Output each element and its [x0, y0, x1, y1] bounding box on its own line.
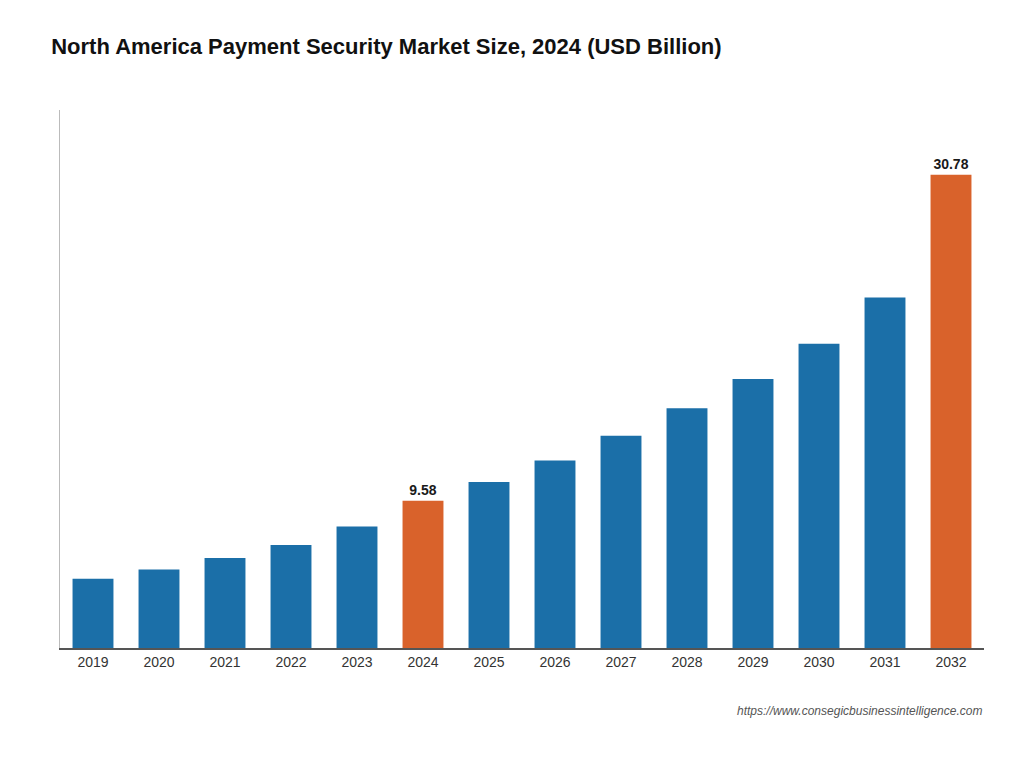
svg-text:2026: 2026 — [539, 654, 570, 670]
svg-text:2024: 2024 — [407, 654, 438, 670]
svg-text:2028: 2028 — [671, 654, 702, 670]
svg-text:https://www.consegicbusinessin: https://www.consegicbusinessintelligence… — [737, 704, 982, 718]
svg-text:2031: 2031 — [869, 654, 900, 670]
svg-text:30.78: 30.78 — [933, 156, 968, 172]
svg-text:2030: 2030 — [803, 654, 834, 670]
svg-text:2027: 2027 — [605, 654, 636, 670]
svg-text:9.58: 9.58 — [409, 482, 436, 498]
svg-text:2023: 2023 — [341, 654, 372, 670]
svg-text:2021: 2021 — [209, 654, 240, 670]
svg-text:2029: 2029 — [737, 654, 768, 670]
svg-text:2032: 2032 — [935, 654, 966, 670]
svg-text:North America Payment Security: North America Payment Security Market Si… — [51, 34, 721, 59]
svg-text:2019: 2019 — [77, 654, 108, 670]
svg-text:2022: 2022 — [275, 654, 306, 670]
svg-text:2025: 2025 — [473, 654, 504, 670]
svg-text:2020: 2020 — [143, 654, 174, 670]
